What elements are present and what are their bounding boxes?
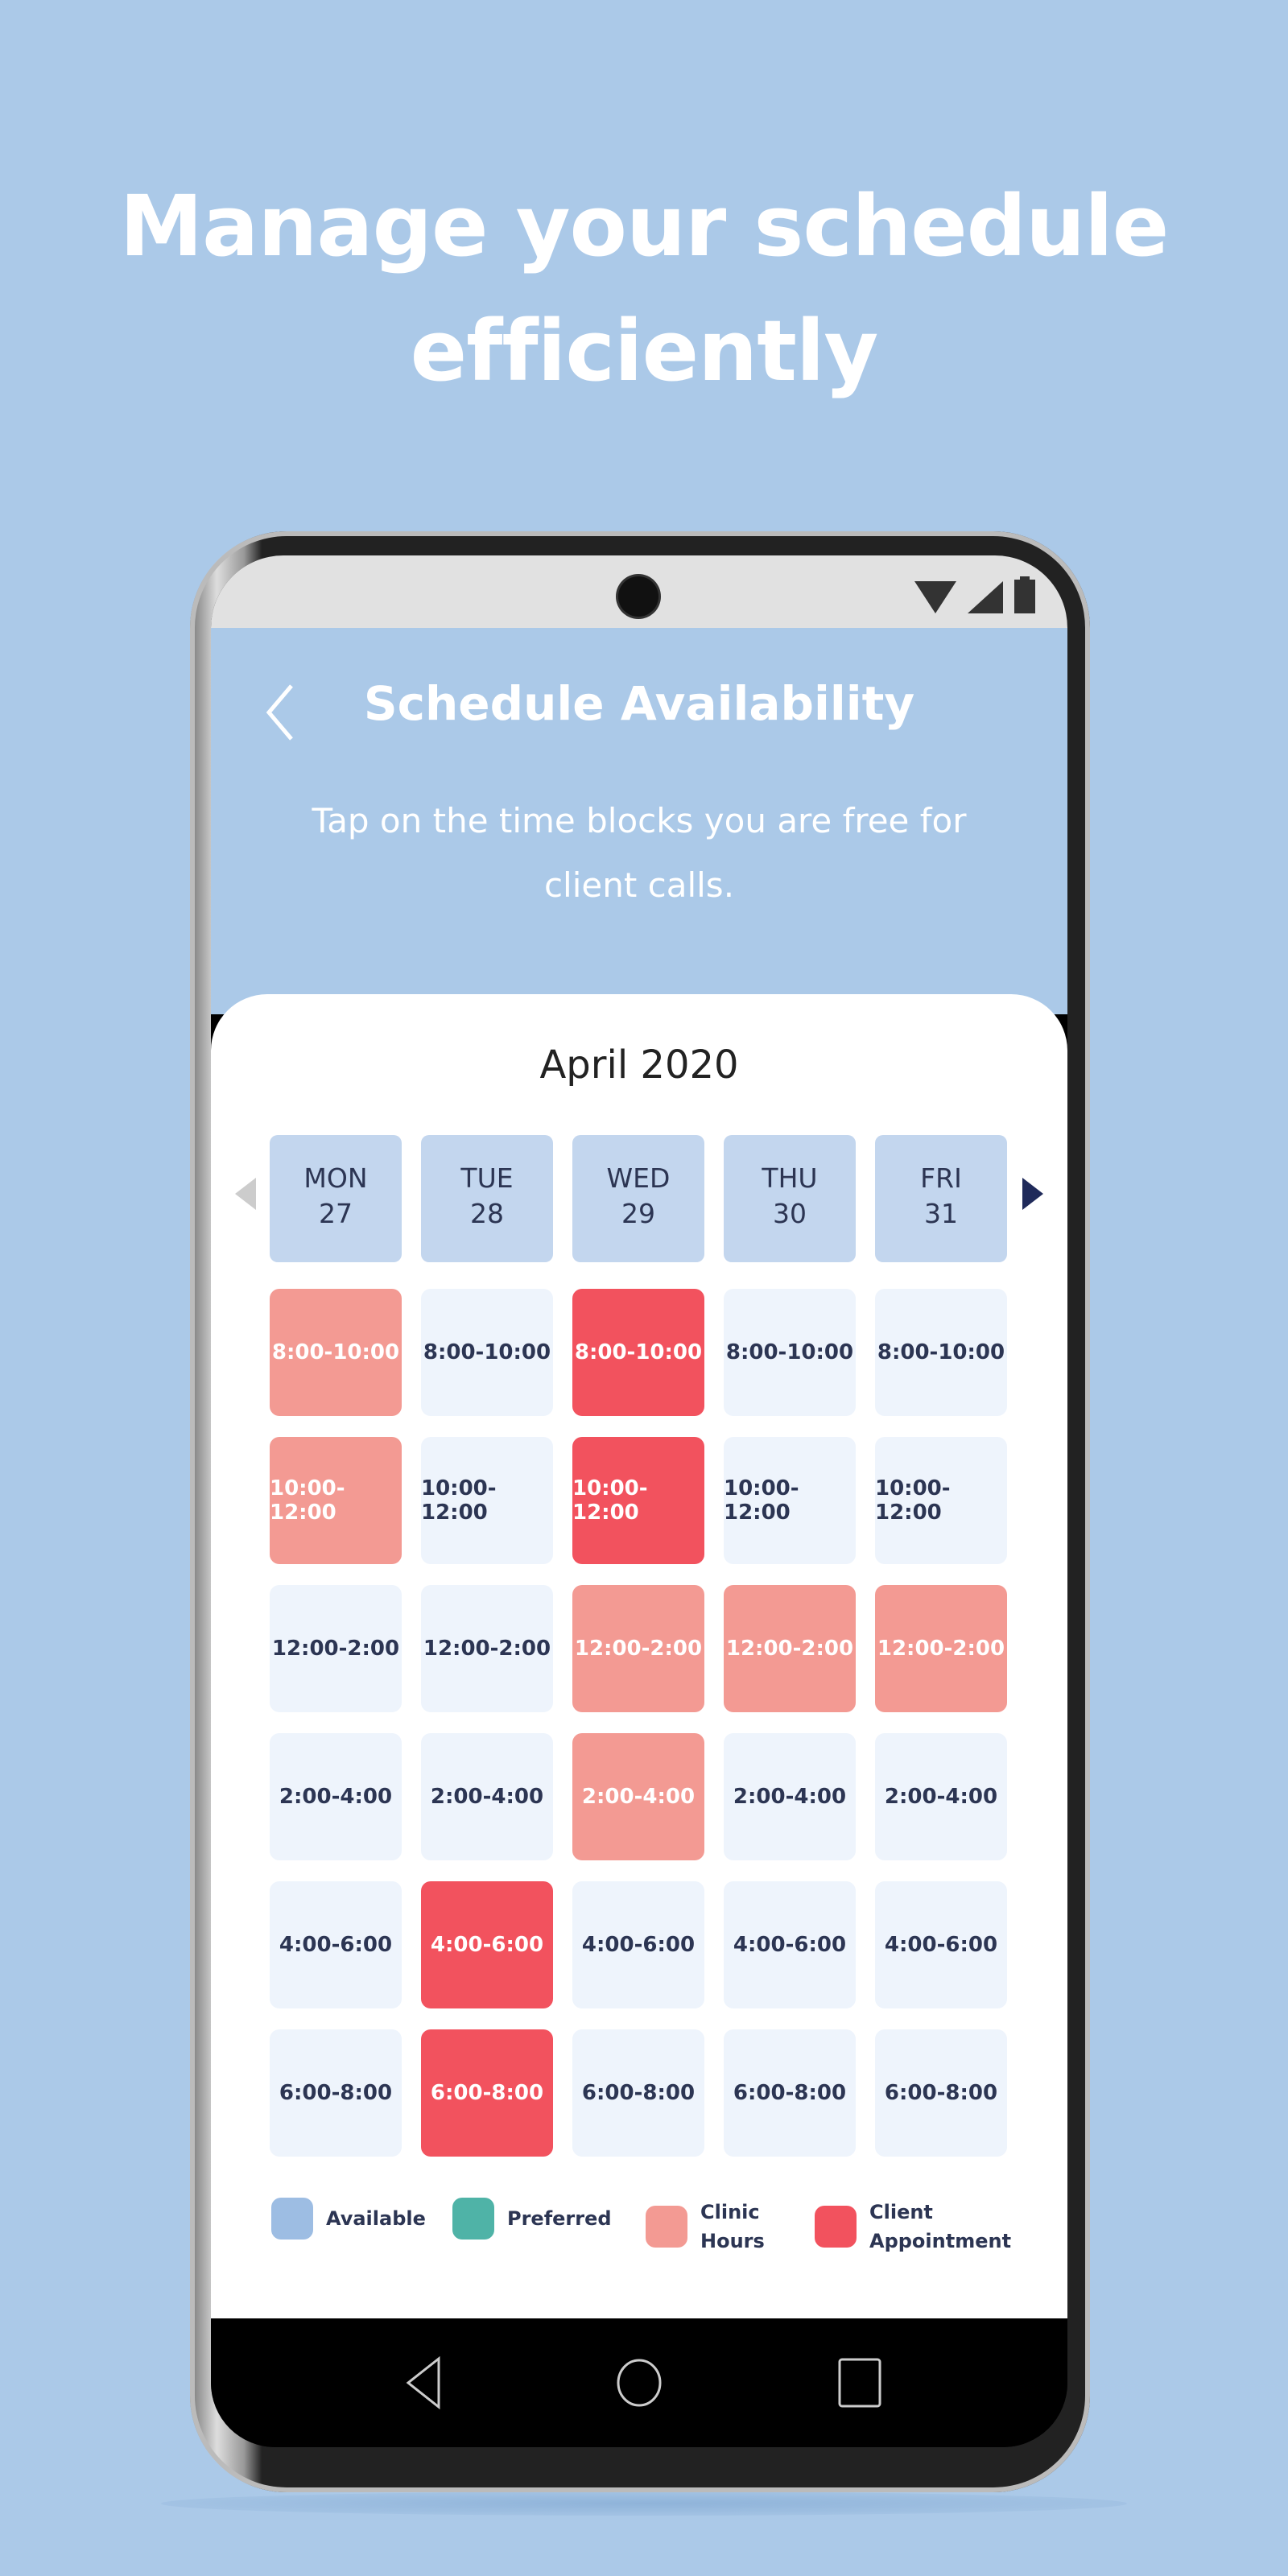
day-name: WED	[606, 1162, 671, 1194]
legend-swatch	[646, 2206, 687, 2248]
legend-label: Available	[326, 2207, 426, 2230]
day-date: 28	[470, 1198, 504, 1229]
time-slot-thu-5[interactable]: 6:00-8:00	[724, 2029, 856, 2157]
legend-swatch	[271, 2198, 313, 2240]
legend-swatch	[452, 2198, 494, 2240]
time-slot-tue-0[interactable]: 8:00-10:00	[421, 1289, 553, 1416]
camera-icon	[618, 576, 658, 617]
time-slot-tue-3[interactable]: 2:00-4:00	[421, 1733, 553, 1860]
nav-back-icon[interactable]	[400, 2355, 448, 2411]
legend-label: Preferred	[507, 2207, 612, 2230]
time-slot-tue-4[interactable]: 4:00-6:00	[421, 1881, 553, 2008]
nav-home-icon[interactable]	[613, 2355, 665, 2411]
day-name: MON	[303, 1162, 368, 1194]
wifi-icon	[914, 581, 956, 613]
phone-shadow	[161, 2491, 1127, 2516]
time-slot-fri-3[interactable]: 2:00-4:00	[875, 1733, 1007, 1860]
time-slot-mon-2[interactable]: 12:00-2:00	[270, 1585, 402, 1712]
next-week-arrow-icon[interactable]	[1022, 1178, 1043, 1210]
day-date: 29	[621, 1198, 655, 1229]
time-slot-thu-4[interactable]: 4:00-6:00	[724, 1881, 856, 2008]
time-slot-fri-0[interactable]: 8:00-10:00	[875, 1289, 1007, 1416]
header: Schedule Availability Tap on the time bl…	[211, 628, 1067, 1014]
legend-label: Client Appointment	[869, 2201, 1012, 2252]
time-slot-fri-2[interactable]: 12:00-2:00	[875, 1585, 1007, 1712]
instructions: Tap on the time blocks you are free for …	[275, 789, 1003, 918]
previous-week-arrow-icon[interactable]	[235, 1178, 256, 1210]
day-date: 31	[924, 1198, 958, 1229]
back-icon[interactable]	[259, 676, 308, 749]
time-slot-wed-4[interactable]: 4:00-6:00	[572, 1881, 704, 2008]
time-slot-wed-0[interactable]: 8:00-10:00	[572, 1289, 704, 1416]
legend-item: Client Appointment	[815, 2198, 1012, 2256]
battery-icon	[1014, 576, 1035, 613]
day-name: FRI	[920, 1162, 962, 1194]
navigation-bar	[211, 2318, 1067, 2447]
legend-swatch	[815, 2206, 857, 2248]
day-header-wed[interactable]: WED 29	[572, 1135, 704, 1262]
schedule-card: April 2020 MON 27 8:00-10:00 10:00-12:00 12:…	[211, 994, 1067, 2318]
time-slot-tue-2[interactable]: 12:00-2:00	[421, 1585, 553, 1712]
day-header-tue[interactable]: TUE 28	[421, 1135, 553, 1262]
page-title: Schedule Availability	[363, 676, 915, 731]
time-slot-tue-5[interactable]: 6:00-8:00	[421, 2029, 553, 2157]
day-date: 30	[773, 1198, 807, 1229]
time-slot-wed-2[interactable]: 12:00-2:00	[572, 1585, 704, 1712]
status-bar	[211, 555, 1067, 628]
time-slot-thu-2[interactable]: 12:00-2:00	[724, 1585, 856, 1712]
legend-label: Clinic Hours	[700, 2201, 765, 2252]
time-slot-wed-3[interactable]: 2:00-4:00	[572, 1733, 704, 1860]
legend-item: Available	[271, 2198, 426, 2240]
day-header-thu[interactable]: THU 30	[724, 1135, 856, 1262]
nav-recents-icon[interactable]	[835, 2355, 886, 2411]
instructions-line-1: Tap on the time blocks you are free for	[312, 801, 967, 840]
time-slot-mon-5[interactable]: 6:00-8:00	[270, 2029, 402, 2157]
month-label: April 2020	[539, 1042, 739, 1088]
time-slot-mon-4[interactable]: 4:00-6:00	[270, 1881, 402, 2008]
time-slot-wed-5[interactable]: 6:00-8:00	[572, 2029, 704, 2157]
time-slot-mon-3[interactable]: 2:00-4:00	[270, 1733, 402, 1860]
time-slot-mon-1[interactable]: 10:00-12:00	[270, 1437, 402, 1564]
time-slot-wed-1[interactable]: 10:00-12:00	[572, 1437, 704, 1564]
phone-screen: Schedule Availability Tap on the time bl…	[211, 555, 1067, 2447]
headline-line-2: efficiently	[410, 302, 879, 400]
time-slot-fri-1[interactable]: 10:00-12:00	[875, 1437, 1007, 1564]
time-slot-tue-1[interactable]: 10:00-12:00	[421, 1437, 553, 1564]
day-header-fri[interactable]: FRI 31	[875, 1135, 1007, 1262]
legend-item: Preferred	[452, 2198, 612, 2240]
day-date: 27	[319, 1198, 353, 1229]
headline-line-1: Manage your schedule	[119, 177, 1170, 275]
day-header-mon[interactable]: MON 27	[270, 1135, 402, 1262]
day-name: THU	[762, 1162, 818, 1194]
time-slot-thu-0[interactable]: 8:00-10:00	[724, 1289, 856, 1416]
time-slot-fri-5[interactable]: 6:00-8:00	[875, 2029, 1007, 2157]
time-slot-mon-0[interactable]: 8:00-10:00	[270, 1289, 402, 1416]
time-slot-thu-1[interactable]: 10:00-12:00	[724, 1437, 856, 1564]
time-slot-thu-3[interactable]: 2:00-4:00	[724, 1733, 856, 1860]
legend-item: Clinic Hours	[646, 2198, 765, 2256]
day-name: TUE	[460, 1162, 514, 1194]
time-slot-fri-4[interactable]: 4:00-6:00	[875, 1881, 1007, 2008]
instructions-line-2: client calls.	[543, 865, 735, 905]
signal-icon	[968, 581, 1003, 613]
